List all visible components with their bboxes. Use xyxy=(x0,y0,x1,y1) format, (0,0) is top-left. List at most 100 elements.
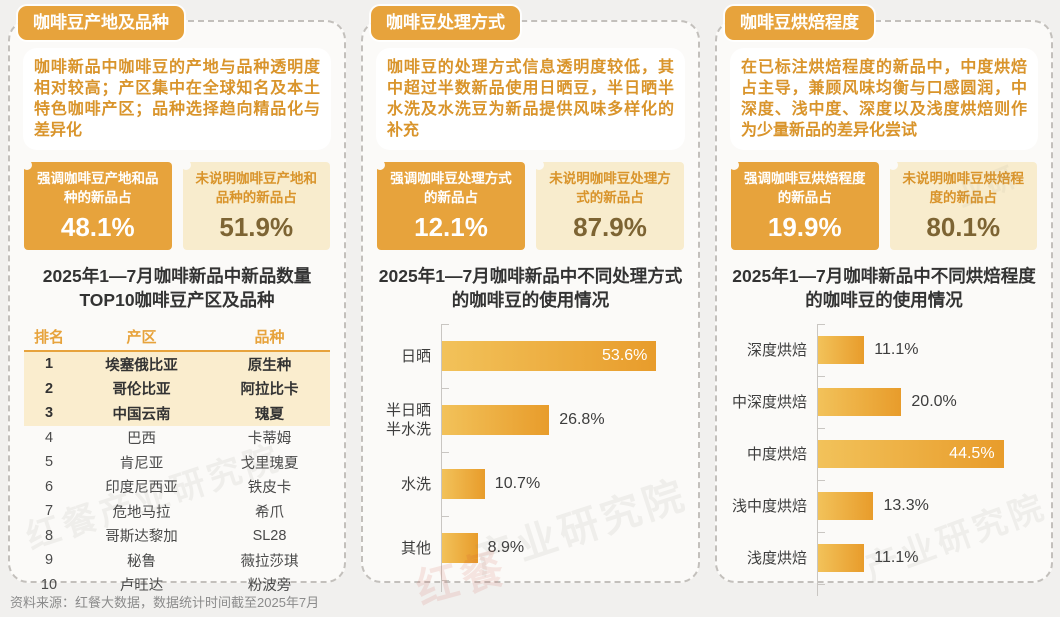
axis-tick xyxy=(818,376,825,377)
stats-row: 强调咖啡豆产地和品种的新品占 48.1% 未说明咖啡豆产地和品种的新品占 51.… xyxy=(22,160,330,250)
category-label: 中度烘焙 xyxy=(746,445,807,463)
table-row: 3 中国云南 瑰夏 xyxy=(24,401,330,426)
stats-row: 强调咖啡豆烘焙程度的新品占 19.9% 未说明咖啡豆烘焙程度的新品占 80.1% xyxy=(729,160,1037,250)
table-cell: 8 xyxy=(44,527,54,544)
value-label: 44.5% xyxy=(949,445,995,462)
table-row: 10 卢旺达 粉波旁 xyxy=(24,573,330,598)
table-cell: 肯尼亚 xyxy=(119,455,164,472)
table-header: 排名 产区 品种 xyxy=(24,322,330,352)
spacer xyxy=(731,584,817,596)
table-cell: 7 xyxy=(44,503,54,520)
stat-value: 51.9% xyxy=(219,212,294,242)
stat-value: 80.1% xyxy=(926,212,1001,242)
axis-tick xyxy=(818,428,825,429)
column-header-rank: 排名 xyxy=(33,328,64,346)
bar-浅中度烘焙 xyxy=(818,492,874,520)
bar-深度烘焙 xyxy=(818,336,865,364)
chart-axis-track: 26.8% xyxy=(441,388,686,452)
bar-浅度烘焙 xyxy=(818,544,865,572)
axis-tick xyxy=(818,584,825,585)
corner-dot xyxy=(180,160,191,170)
table-cell: 巴西 xyxy=(127,431,156,448)
stats-row: 强调咖啡豆处理方式的新品占 12.1% 未说明咖啡豆处理方式的新品占 87.9% xyxy=(375,160,684,250)
value-label: 26.8% xyxy=(559,411,605,428)
panel-badge: 咖啡豆处理方式 xyxy=(371,6,520,41)
table-cell: 2 xyxy=(44,380,54,397)
chart-bar-row: 其他 8.9% xyxy=(377,516,686,580)
chart-bar-row: 半日晒半水洗 26.8% xyxy=(377,388,686,452)
corner-dot xyxy=(375,160,385,170)
table-cell: 危地马拉 xyxy=(112,504,171,521)
chart-bar-row: 浅中度烘焙 13.3% xyxy=(731,480,1039,532)
table-cell: 4 xyxy=(44,429,54,446)
axis-tick xyxy=(818,480,825,481)
chart-title: 2025年1—7月咖啡新品中不同处理方式的咖啡豆的使用情况 xyxy=(378,266,683,310)
axis-tick xyxy=(442,580,449,581)
table-cell: 卡蒂姆 xyxy=(247,431,292,448)
stat-emphasized: 强调咖啡豆处理方式的新品占 12.1% xyxy=(375,160,525,250)
table-body: 1 埃塞俄比亚 原生种 2 哥伦比亚 阿拉比卡 3 中国云南 瑰夏 4 巴西 卡蒂姆 5 肯尼亚 戈里瑰夏 6… xyxy=(24,352,330,597)
bar-中深度烘焙 xyxy=(818,388,902,416)
top10-table: 排名 产区 品种 1 埃塞俄比亚 原生种 2 哥伦比亚 阿拉比卡 3 中国云南 瑰夏 4 巴西 卡蒂姆… xyxy=(24,322,330,597)
table-row: 6 印度尼西亚 铁皮卡 xyxy=(24,475,330,500)
axis-end xyxy=(377,580,686,592)
axis-tick xyxy=(442,516,449,517)
panel-badge: 咖啡豆产地及品种 xyxy=(18,6,184,41)
table-row: 7 危地马拉 希爪 xyxy=(24,499,330,524)
bar-半日晒半水洗 xyxy=(442,405,550,435)
category-label: 深度烘焙 xyxy=(746,341,807,359)
stat-not-specified: 未说明咖啡豆处理方式的新品占 87.9% xyxy=(534,160,684,250)
table-cell: 9 xyxy=(44,552,54,569)
data-source-note: 资料来源：红餐大数据，数据统计时间截至2025年7月 xyxy=(10,595,320,610)
table-cell: 阿拉比卡 xyxy=(240,382,299,399)
table-cell: 埃塞俄比亚 xyxy=(105,357,178,374)
spacer xyxy=(377,580,441,592)
stat-value: 19.9% xyxy=(767,212,842,242)
table-title: 2025年1—7月咖啡新品中新品数量TOP10咖啡豆产区及品种 xyxy=(42,266,312,310)
stat-not-specified: 未说明咖啡豆烘焙程度的新品占 80.1% xyxy=(887,160,1037,250)
table-row: 1 埃塞俄比亚 原生种 xyxy=(24,352,330,377)
corner-dot xyxy=(22,160,32,170)
category-label: 水洗 xyxy=(400,475,431,493)
chart-axis-track: 11.1% xyxy=(817,324,1039,376)
stat-label: 强调咖啡豆处理方式的新品占 xyxy=(390,171,512,205)
axis-tick xyxy=(442,388,449,389)
panel-processing-method: 咖啡豆处理方式 咖啡豆的处理方式信息透明度较低，其中超过半数新品使用日晒豆，半日… xyxy=(361,6,700,592)
stat-label: 未说明咖啡豆产地和品种的新品占 xyxy=(195,171,318,205)
stat-label: 未说明咖啡豆烘焙程度的新品占 xyxy=(902,171,1025,205)
table-cell: 薇拉莎琪 xyxy=(240,553,299,570)
chart-axis-track: 10.7% xyxy=(441,452,686,516)
table-cell: 1 xyxy=(44,356,54,373)
bar-日晒: 53.6% xyxy=(442,341,657,371)
category-label: 浅中度烘焙 xyxy=(731,497,807,515)
table-cell: 铁皮卡 xyxy=(247,480,292,497)
stat-emphasized: 强调咖啡豆产地和品种的新品占 48.1% xyxy=(22,160,172,250)
table-row: 5 肯尼亚 戈里瑰夏 xyxy=(24,450,330,475)
chart-bar-row: 日晒 53.6% xyxy=(377,324,686,388)
table-row: 2 哥伦比亚 阿拉比卡 xyxy=(24,376,330,401)
stat-emphasized: 强调咖啡豆烘焙程度的新品占 19.9% xyxy=(729,160,879,250)
axis-end xyxy=(731,584,1039,596)
category-label: 日晒 xyxy=(400,347,431,365)
category-label: 浅度烘焙 xyxy=(746,549,807,567)
panel-description: 在已标注烘焙程度的新品中，中度烘焙占主导，兼顾风味均衡与口感圆润，中深度、浅中度… xyxy=(730,48,1038,150)
chart-axis-track xyxy=(441,580,686,592)
stat-not-specified: 未说明咖啡豆产地和品种的新品占 51.9% xyxy=(180,160,330,250)
chart-title: 2025年1—7月咖啡新品中不同烘焙程度的咖啡豆的使用情况 xyxy=(732,266,1036,310)
chart-axis-track: 53.6% xyxy=(441,324,686,388)
table-row: 9 秘鲁 薇拉莎琪 xyxy=(24,548,330,573)
stat-label: 强调咖啡豆烘焙程度的新品占 xyxy=(744,171,866,205)
table-cell: 3 xyxy=(44,405,54,422)
panel-description: 咖啡豆的处理方式信息透明度较低，其中超过半数新品使用日晒豆，半日晒半水洗及水洗豆… xyxy=(376,48,685,150)
bar-其他 xyxy=(442,533,478,563)
table-row: 8 哥斯达黎加 SL28 xyxy=(24,524,330,549)
value-label: 11.1% xyxy=(874,341,919,358)
chart-bar-row: 深度烘焙 11.1% xyxy=(731,324,1039,376)
value-label: 20.0% xyxy=(911,393,957,410)
axis-tick xyxy=(442,452,449,453)
table-cell: 哥伦比亚 xyxy=(112,382,171,399)
table-cell: 5 xyxy=(44,454,54,471)
stat-value: 48.1% xyxy=(60,212,135,242)
chart-axis-track: 8.9% xyxy=(441,516,686,580)
table-cell: 卢旺达 xyxy=(119,578,164,595)
